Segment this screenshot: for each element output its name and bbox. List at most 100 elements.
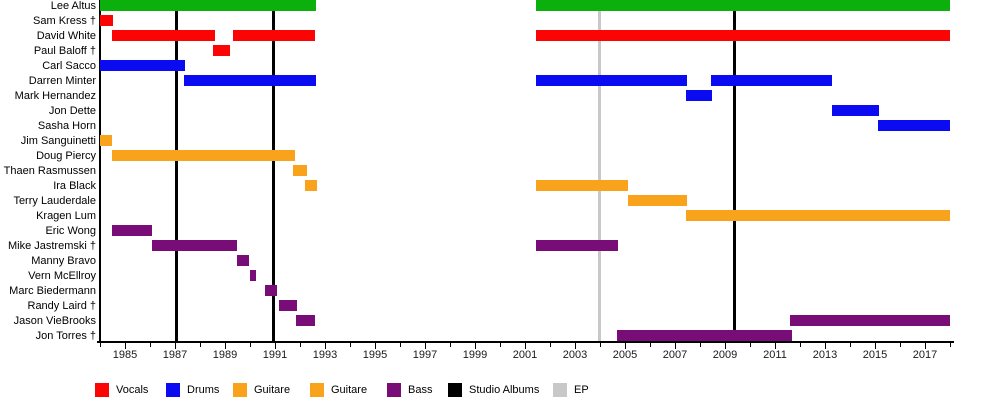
axis-tick	[325, 343, 326, 349]
axis-tick	[125, 343, 126, 349]
legend-swatch	[448, 383, 462, 397]
axis-tick	[850, 343, 851, 347]
timeline-bar	[213, 45, 230, 56]
tick-label: 2011	[763, 349, 787, 361]
y-axis-line	[99, 0, 101, 343]
axis-tick	[275, 343, 276, 349]
axis-tick	[900, 343, 901, 347]
tick-label: 1999	[462, 349, 488, 361]
axis-tick	[475, 343, 476, 349]
member-label: Doug Piercy	[36, 150, 96, 162]
legend-swatch	[387, 383, 401, 397]
axis-tick	[925, 343, 926, 349]
axis-tick	[675, 343, 676, 349]
legend-swatch	[95, 383, 109, 397]
axis-tick	[600, 343, 601, 347]
timeline-bar	[536, 75, 687, 86]
axis-tick	[825, 343, 826, 349]
tick-label: 2009	[712, 349, 738, 361]
timeline-bar	[265, 285, 278, 296]
member-label: Randy Laird †	[27, 300, 97, 312]
timeline-bar	[292, 165, 307, 176]
member-label: Sam Kress †	[33, 15, 96, 27]
axis-tick	[525, 343, 526, 349]
axis-tick	[550, 343, 551, 347]
member-label: Manny Bravo	[31, 255, 96, 267]
timeline-bar	[536, 30, 950, 41]
ep-line	[597, 0, 601, 341]
timeline-bar	[184, 75, 316, 86]
legend-item: EP	[553, 383, 589, 397]
tick-label: 1993	[312, 349, 338, 361]
member-label: Jason VieBrooks	[13, 315, 96, 327]
axis-tick	[500, 343, 501, 347]
member-label: Jon Dette	[48, 105, 96, 117]
timeline-bar	[100, 15, 113, 26]
member-label: Eric Wong	[45, 225, 96, 237]
axis-tick	[625, 343, 626, 349]
timeline-bar	[112, 150, 295, 161]
member-label: Terry Lauderdale	[13, 195, 96, 207]
timeline-bar	[305, 180, 317, 191]
timeline-bar	[111, 225, 152, 236]
timeline-bar	[536, 240, 618, 251]
studio-album-line	[175, 0, 178, 341]
axis-tick	[100, 343, 101, 347]
legend-label: Guitare	[331, 384, 368, 396]
timeline-bar	[100, 135, 112, 146]
tick-label: 2015	[862, 349, 888, 361]
axis-tick	[650, 343, 651, 347]
studio-album-line	[732, 0, 736, 341]
member-label: Jim Sanguinetti	[20, 135, 96, 147]
timeline-bar	[236, 255, 250, 266]
timeline-bar	[100, 0, 316, 11]
tick-label: 2007	[662, 349, 688, 361]
axis-tick	[750, 343, 751, 347]
axis-tick	[425, 343, 426, 349]
axis-tick	[950, 343, 951, 347]
legend-item: Drums	[166, 383, 219, 397]
tick-label: 1991	[262, 349, 288, 361]
timeline-bar	[685, 90, 712, 101]
axis-tick	[400, 343, 401, 347]
member-label: Carl Sacco	[42, 60, 96, 72]
tick-label: 1985	[112, 349, 138, 361]
axis-tick	[775, 343, 776, 349]
member-label: Sasha Horn	[37, 120, 96, 132]
tick-label: 2005	[612, 349, 638, 361]
axis-tick	[575, 343, 576, 349]
legend-item: Guitare	[310, 383, 367, 397]
tick-label: 2013	[812, 349, 838, 361]
legend-swatch	[233, 383, 247, 397]
legend-label: Guitare	[254, 384, 291, 396]
member-label: David White	[36, 30, 96, 42]
tick-label: 2003	[562, 349, 588, 361]
legend-label: Vocals	[116, 384, 149, 396]
legend-item: Studio Albums	[448, 383, 539, 397]
legend-item: Guitare	[233, 383, 290, 397]
member-label: Darren Minter	[28, 75, 96, 87]
member-label: Ira Black	[53, 180, 96, 192]
timeline-bar	[100, 60, 185, 71]
legend-swatch	[166, 383, 180, 397]
timeline-bar	[112, 30, 215, 41]
timeline-bar	[279, 300, 297, 311]
x-axis-line	[97, 341, 954, 343]
timeline-bar	[536, 0, 950, 11]
timeline-bar	[296, 315, 315, 326]
member-label: Paul Baloff †	[33, 45, 96, 57]
legend-label: EP	[574, 384, 589, 396]
timeline-bar	[832, 105, 879, 116]
timeline-bar	[627, 195, 687, 206]
tick-label: 1997	[412, 349, 438, 361]
member-label: Kragen Lum	[36, 210, 96, 222]
member-label: Thaen Rasmussen	[3, 165, 96, 177]
axis-tick	[225, 343, 226, 349]
member-label: Vern McEllroy	[28, 270, 96, 282]
member-label: Marc Biedermann	[9, 285, 96, 297]
legend-swatch	[310, 383, 324, 397]
axis-tick	[450, 343, 451, 347]
legend-label: Drums	[187, 384, 220, 396]
